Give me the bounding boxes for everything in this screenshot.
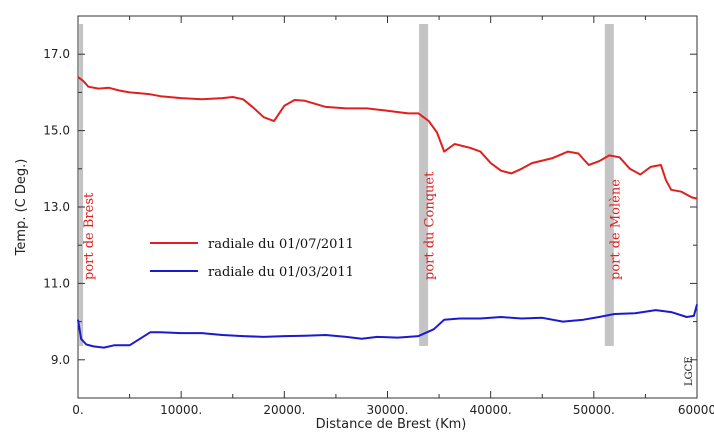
port-label: port du Conquet — [423, 171, 438, 280]
port-marker-bar — [79, 24, 84, 346]
port-marker-bar — [604, 24, 614, 346]
x-tick-label: 60000 — [678, 403, 714, 417]
x-tick-label: 10000. — [160, 403, 202, 417]
y-axis-label: Temp. (C Deg.) — [14, 159, 29, 257]
y-tick-label: 9.0 — [51, 353, 70, 367]
series-line-march — [77, 304, 698, 349]
x-tick-label: 40000. — [470, 403, 512, 417]
y-tick-label: 17.0 — [43, 47, 70, 61]
plot-frame — [77, 15, 698, 399]
port-labels: port de Brest port du Conquet port de Molè… — [82, 171, 623, 280]
x-tick-label: 30000. — [367, 403, 409, 417]
port-markers — [79, 24, 614, 346]
series-lines — [77, 76, 698, 349]
credit-label: LGCE — [684, 356, 695, 386]
port-label: port de Molène — [608, 179, 623, 280]
legend-label-march: radiale du 01/03/2011 — [208, 265, 354, 280]
x-tick-label: 50000. — [573, 403, 615, 417]
y-tick-label: 15.0 — [43, 124, 70, 138]
x-tick-label: 0. — [72, 403, 83, 417]
legend-label-july: radiale du 01/07/2011 — [208, 237, 354, 252]
y-tick-label: 11.0 — [43, 276, 70, 290]
legend: radiale du 01/07/2011 radiale du 01/03/2… — [150, 237, 354, 280]
axis-ticks: 0. 10000. 20000. 30000. 40000. 50000. 60000 9.0… — [43, 15, 714, 417]
x-axis-label: Distance de Brest (Km) — [316, 417, 467, 432]
series-line-july — [77, 76, 698, 200]
y-tick-label: 13.0 — [43, 200, 70, 214]
port-label: port de Brest — [82, 192, 97, 280]
x-tick-label: 20000. — [263, 403, 305, 417]
port-marker-bar — [419, 24, 429, 346]
